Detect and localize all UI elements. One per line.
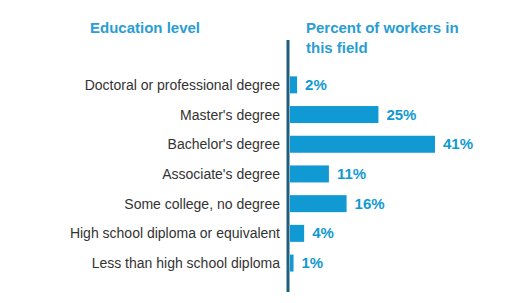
data-label: 25% — [386, 106, 416, 123]
category-label: Doctoral or professional degree — [85, 77, 281, 93]
chart: Doctoral or professional degree Master's … — [0, 0, 525, 303]
axis-line — [287, 40, 290, 292]
bar — [290, 106, 378, 123]
axis-title: Percent of workers in this field — [306, 18, 476, 58]
bar — [290, 76, 297, 93]
category-label: Some college, no degree — [124, 196, 280, 212]
data-label: 11% — [337, 165, 366, 182]
data-label: 2% — [305, 76, 327, 93]
bar — [290, 165, 329, 182]
category-label: High school diploma or equivalent — [70, 225, 280, 241]
bar — [290, 255, 294, 272]
bars — [290, 76, 435, 271]
axis-title: Education level — [90, 18, 280, 38]
category-label: Associate's degree — [162, 166, 280, 182]
data-label: 4% — [312, 224, 334, 241]
category-label: Less than high school diploma — [92, 255, 281, 271]
category-label: Master's degree — [180, 107, 280, 123]
bar — [290, 195, 347, 212]
bar — [290, 136, 435, 153]
category-label: Bachelor's degree — [168, 136, 281, 152]
data-label: 41% — [443, 135, 473, 152]
bar — [290, 225, 304, 242]
data-label: 1% — [302, 254, 324, 271]
data-label: 16% — [355, 195, 385, 212]
